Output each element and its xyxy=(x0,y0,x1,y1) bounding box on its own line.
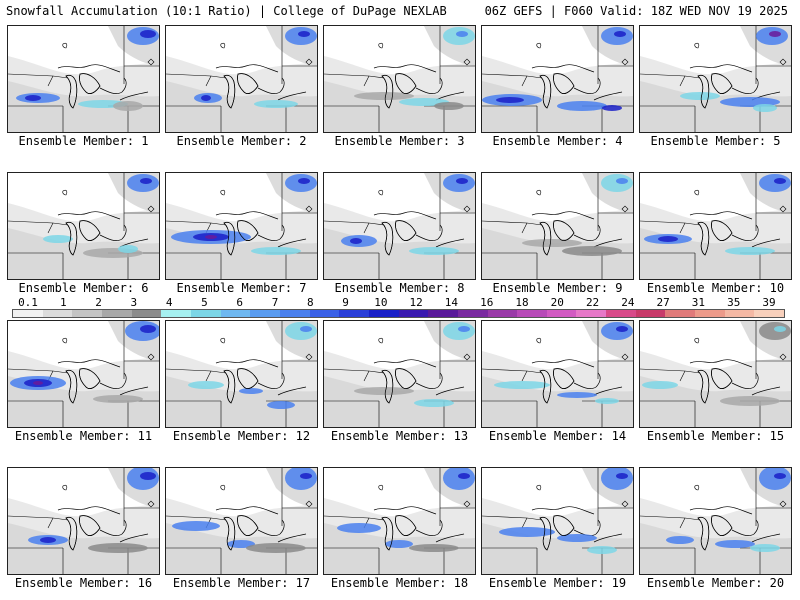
ensemble-map-17 xyxy=(165,467,318,575)
colorbar-tick-label: 1 xyxy=(59,296,67,309)
colorbar-swatch xyxy=(487,310,518,317)
member-label: Ensemble Member: 17 xyxy=(172,576,311,590)
ensemble-map-7 xyxy=(165,172,318,280)
member-label: Ensemble Member: 2 xyxy=(176,134,307,148)
member-label: Ensemble Member: 20 xyxy=(646,576,785,590)
colorbar-tick-label: 14 xyxy=(444,296,459,309)
colorbar-tick-label: 31 xyxy=(691,296,706,309)
member-label: Ensemble Member: 19 xyxy=(488,576,627,590)
ensemble-map-15 xyxy=(639,320,792,428)
colorbar-tick-label: 3 xyxy=(130,296,138,309)
colorbar-swatch xyxy=(161,310,191,317)
member-label: Ensemble Member: 10 xyxy=(646,281,785,295)
member-label: Ensemble Member: 9 xyxy=(492,281,623,295)
colorbar-tick-label: 6 xyxy=(236,296,244,309)
colorbar-tick-label: 10 xyxy=(374,296,388,309)
colorbar-tick-label: 18 xyxy=(515,296,529,309)
colorbar-swatch xyxy=(695,310,725,317)
member-label: Ensemble Member: 1 xyxy=(18,134,149,148)
ensemble-map-16 xyxy=(7,467,160,575)
ensemble-map-12 xyxy=(165,320,318,428)
colorbar-swatch xyxy=(250,310,280,317)
colorbar-tick-label: 2 xyxy=(95,296,102,309)
ensemble-map-6 xyxy=(7,172,160,280)
member-label: Ensemble Member: 15 xyxy=(646,429,785,443)
colorbar-swatch xyxy=(576,310,607,317)
member-label: Ensemble Member: 8 xyxy=(334,281,465,295)
colorbar-swatch xyxy=(754,310,785,317)
colorbar xyxy=(12,309,785,318)
colorbar-tick-label: 35 xyxy=(727,296,741,309)
colorbar-swatch xyxy=(428,310,458,317)
member-label: Ensemble Member: 16 xyxy=(14,576,153,590)
colorbar-tick-label: 20 xyxy=(550,296,564,309)
colorbar-tick-label: 8 xyxy=(306,296,314,309)
member-label: Ensemble Member: 6 xyxy=(18,281,149,295)
ensemble-map-11 xyxy=(7,320,160,428)
colorbar-swatch xyxy=(457,310,488,317)
colorbar-swatch xyxy=(635,310,666,317)
colorbar-ticks: 0.1 1 2 3 4 5 6 7 8 9 10 12 14 16 18 20 22 24 27 31 35 39 xyxy=(12,296,785,309)
member-label: Ensemble Member: 14 xyxy=(488,429,627,443)
colorbar-tick-label: 4 xyxy=(165,296,173,309)
colorbar-tick-label: 9 xyxy=(342,296,349,309)
ensemble-map-10 xyxy=(639,172,792,280)
colorbar-tick-label: 24 xyxy=(621,296,635,309)
colorbar-swatch xyxy=(665,310,696,317)
ensemble-map-13 xyxy=(323,320,476,428)
member-label: Ensemble Member: 18 xyxy=(330,576,469,590)
member-label: Ensemble Member: 13 xyxy=(330,429,469,443)
ensemble-map-5 xyxy=(639,25,792,133)
colorbar-tick-label: 27 xyxy=(656,296,670,309)
colorbar-swatch xyxy=(72,310,102,317)
colorbar-tick-label: 39 xyxy=(762,296,776,309)
colorbar-swatch xyxy=(339,310,369,317)
ensemble-map-2 xyxy=(165,25,318,133)
colorbar-swatch xyxy=(131,310,162,317)
colorbar-swatch xyxy=(220,310,251,317)
colorbar-swatch xyxy=(398,310,429,317)
colorbar-swatch xyxy=(101,310,132,317)
member-label: Ensemble Member: 3 xyxy=(334,134,465,148)
ensemble-map-9 xyxy=(481,172,634,280)
colorbar-tick-label: 0.1 xyxy=(18,296,38,309)
colorbar-tick-label: 5 xyxy=(201,296,208,309)
colorbar-tick-label: 12 xyxy=(409,296,423,309)
colorbar-swatch xyxy=(13,310,43,317)
ensemble-map-14 xyxy=(481,320,634,428)
ensemble-map-3 xyxy=(323,25,476,133)
valid-time: 06Z GEFS | F060 Valid: 18Z WED NOV 19 20… xyxy=(484,4,788,18)
colorbar-tick-label: 16 xyxy=(480,296,494,309)
member-label: Ensemble Member: 4 xyxy=(492,134,623,148)
chart-title: Snowfall Accumulation (10:1 Ratio) | Col… xyxy=(6,4,447,18)
ensemble-map-4 xyxy=(481,25,634,133)
colorbar-swatch xyxy=(517,310,547,317)
ensemble-map-18 xyxy=(323,467,476,575)
colorbar-swatch xyxy=(546,310,577,317)
colorbar-swatch xyxy=(309,310,340,317)
colorbar-swatch xyxy=(724,310,755,317)
ensemble-map-20 xyxy=(639,467,792,575)
member-label: Ensemble Member: 12 xyxy=(172,429,311,443)
member-label: Ensemble Member: 5 xyxy=(650,134,781,148)
ensemble-map-19 xyxy=(481,467,634,575)
colorbar-swatch xyxy=(42,310,73,317)
colorbar-swatch xyxy=(279,310,310,317)
colorbar-tick-label: 22 xyxy=(585,296,600,309)
colorbar-swatch xyxy=(190,310,221,317)
member-label: Ensemble Member: 7 xyxy=(176,281,307,295)
colorbar-swatch xyxy=(368,310,399,317)
member-label: Ensemble Member: 11 xyxy=(14,429,153,443)
colorbar-swatch xyxy=(606,310,636,317)
ensemble-map-1 xyxy=(7,25,160,133)
ensemble-map-8 xyxy=(323,172,476,280)
colorbar-tick-label: 7 xyxy=(271,296,279,309)
